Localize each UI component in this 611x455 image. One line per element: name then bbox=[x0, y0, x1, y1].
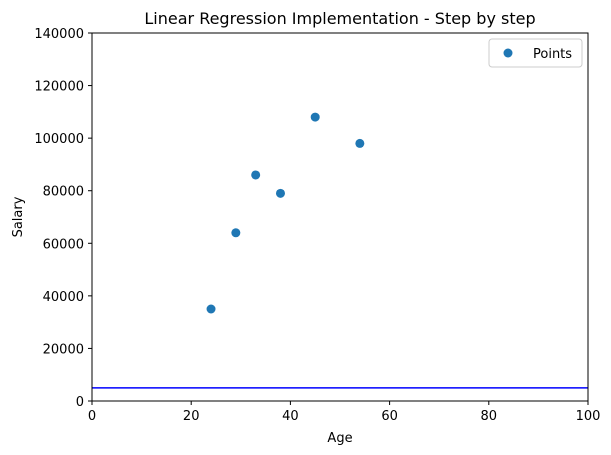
x-tick-label: 40 bbox=[282, 409, 299, 424]
x-tick-label: 0 bbox=[88, 409, 96, 424]
data-point bbox=[251, 170, 261, 180]
y-tick-label: 0 bbox=[76, 395, 84, 410]
y-tick-label: 60000 bbox=[43, 237, 84, 252]
legend-box bbox=[488, 38, 583, 68]
data-point bbox=[275, 188, 285, 198]
y-axis-label: Salary bbox=[11, 196, 26, 237]
legend: Points bbox=[488, 38, 583, 68]
y-axis-ticks: 0 20000 40000 60000 80000 100000 120000 140000 bbox=[34, 27, 92, 410]
x-tick-label: 60 bbox=[381, 409, 398, 424]
y-tick-label: 40000 bbox=[43, 290, 84, 305]
y-tick-label: 100000 bbox=[34, 132, 84, 147]
x-axis-ticks: 0 20 40 60 80 100 bbox=[88, 401, 601, 424]
legend-marker bbox=[503, 48, 513, 58]
y-tick-label: 80000 bbox=[43, 185, 84, 200]
x-tick-label: 80 bbox=[481, 409, 498, 424]
legend-label: Points bbox=[533, 47, 572, 62]
chart-title: Linear Regression Implementation - Step … bbox=[144, 9, 535, 28]
data-point bbox=[355, 138, 365, 148]
data-point bbox=[310, 112, 320, 122]
x-tick-label: 20 bbox=[183, 409, 200, 424]
y-tick-label: 140000 bbox=[34, 27, 84, 42]
points-layer bbox=[206, 112, 365, 314]
plot-frame bbox=[91, 32, 589, 402]
x-axis-label: Age bbox=[327, 431, 352, 446]
y-tick-label: 20000 bbox=[43, 342, 84, 357]
plot-area bbox=[92, 33, 588, 401]
y-tick-label: 120000 bbox=[34, 80, 84, 95]
x-tick-label: 100 bbox=[576, 409, 601, 424]
data-point bbox=[231, 228, 241, 238]
data-point bbox=[206, 304, 216, 314]
plot-background bbox=[92, 33, 588, 401]
